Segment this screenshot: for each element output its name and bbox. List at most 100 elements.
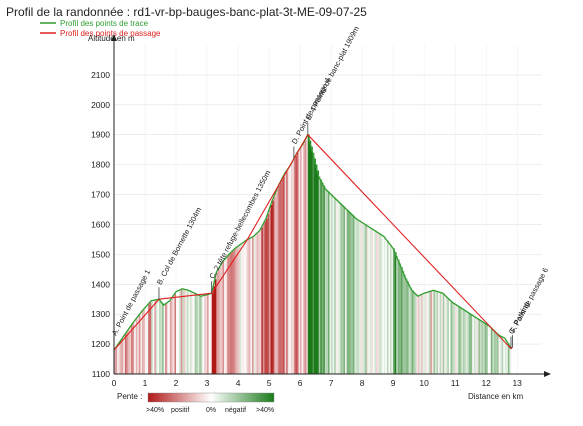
slope-bar: [430, 291, 433, 374]
slope-bar: [264, 221, 267, 374]
x-tick-label: 1: [143, 378, 148, 388]
slope-bar: [492, 329, 495, 374]
slope-bar: [435, 290, 437, 374]
slope-bar: [414, 293, 417, 374]
slope-bar: [439, 292, 442, 374]
slope-bar: [182, 288, 185, 374]
slope-bar: [267, 213, 270, 374]
slope-bar: [447, 297, 450, 374]
slope-bar: [323, 185, 326, 374]
slope-bar: [306, 137, 309, 374]
slope-bar: [191, 291, 194, 374]
axes: [111, 34, 551, 377]
slope-bar: [483, 322, 485, 374]
slope-bar: [183, 289, 186, 374]
slope-bar: [498, 335, 501, 374]
slope-bar: [321, 182, 324, 374]
slope-bar: [427, 292, 430, 374]
slope-bar: [259, 230, 262, 374]
slope-bar: [225, 258, 228, 374]
slope-bar: [210, 293, 212, 374]
x-axis-arrow: [544, 371, 551, 377]
slope-bar: [338, 202, 341, 374]
slope-bar: [421, 294, 423, 374]
slope-bar: [176, 291, 178, 374]
slope-bar: [388, 242, 391, 374]
slope-bar: [382, 235, 385, 374]
slope-bar: [253, 236, 256, 374]
y-tick-label: 1800: [91, 160, 110, 170]
slope-bar: [441, 292, 444, 374]
slope-bar: [261, 227, 264, 374]
slope-bar: [509, 345, 512, 374]
slope-bar: [456, 305, 459, 374]
slope-bar: [312, 152, 315, 374]
slope-bar: [357, 219, 360, 374]
slope-bar: [132, 323, 135, 374]
slope-label-neg-max: >40%: [256, 407, 274, 414]
slope-bar: [269, 209, 271, 374]
slope-bar: [393, 248, 395, 374]
slope-bar: [318, 176, 321, 374]
slope-bar: [397, 259, 400, 374]
slope-bar: [258, 231, 261, 374]
slope-bar: [317, 170, 319, 374]
slope-bar: [293, 158, 296, 374]
slope-bar: [148, 304, 150, 374]
slope-bar: [231, 251, 234, 374]
slope-bar: [380, 234, 383, 374]
slope-bar: [386, 240, 389, 374]
slope-bar: [467, 312, 470, 374]
slope-bar: [168, 301, 171, 374]
slope-bar: [273, 196, 276, 374]
slope-bar: [464, 310, 467, 374]
slope-bar: [390, 244, 392, 374]
slope-bar: [466, 311, 468, 374]
slope-bar: [227, 256, 230, 374]
slope-bar: [444, 294, 447, 374]
slope-bar: [154, 300, 157, 374]
slope-label-zero: 0%: [206, 407, 216, 414]
x-axis-label: Distance en km: [468, 392, 523, 401]
slope-bar: [163, 305, 166, 374]
slope-bar: [152, 300, 155, 374]
slope-bar: [309, 140, 312, 374]
slope-bar: [374, 230, 377, 374]
slope-bar: [345, 208, 347, 374]
slope-bar: [146, 305, 149, 374]
slope-bar: [228, 254, 231, 374]
slope-bar: [372, 229, 375, 374]
slope-bar: [134, 321, 137, 374]
slope-bar: [425, 292, 428, 374]
slope-bar: [473, 316, 476, 374]
slope-bar: [275, 193, 278, 374]
slope-bar: [188, 290, 191, 374]
slope-bar: [155, 299, 158, 374]
slope-bar: [394, 252, 397, 374]
y-tick-label: 1300: [91, 309, 110, 319]
slope-bar: [284, 173, 287, 374]
slope-bar: [351, 213, 354, 374]
slope-bar: [428, 291, 431, 374]
slope-bar: [194, 293, 197, 374]
slope-bar: [506, 340, 509, 374]
slope-gradient-bar: [147, 392, 275, 403]
slope-bar: [405, 278, 408, 374]
slope-bar: [475, 317, 478, 374]
slope-bar: [123, 336, 126, 374]
slope-bar: [490, 327, 493, 374]
y-axis-label: Altitude en m: [88, 34, 135, 43]
slope-bar: [469, 313, 471, 374]
slope-bar: [315, 164, 318, 374]
x-tick-label: 2: [174, 378, 179, 388]
slope-bar: [303, 143, 306, 374]
slope-bar: [500, 335, 502, 374]
slope-bar: [470, 314, 473, 374]
slope-bar: [157, 299, 160, 374]
slope-bar: [270, 205, 273, 374]
legend: Profil des points de trace Profil des po…: [40, 19, 161, 38]
slope-bar: [504, 338, 507, 374]
slope-bar: [158, 299, 161, 374]
slope-bar: [424, 293, 426, 374]
